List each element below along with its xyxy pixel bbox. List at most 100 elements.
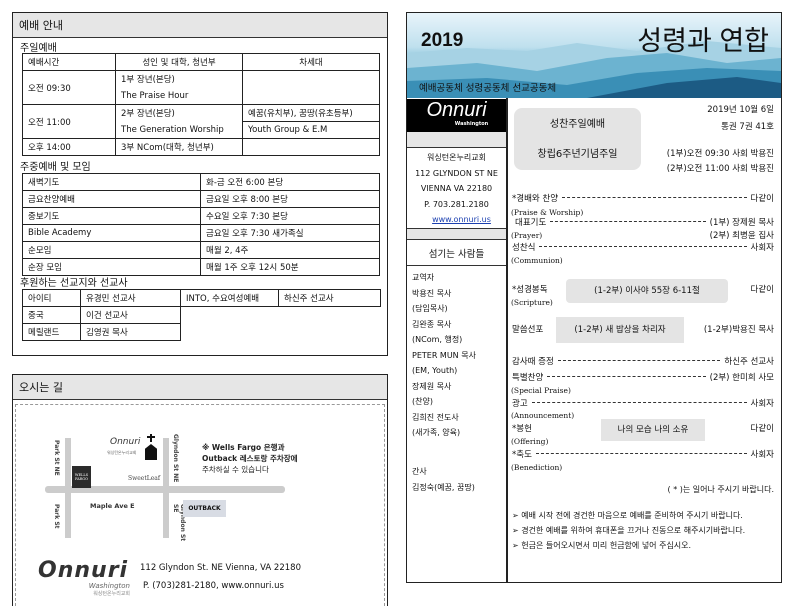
cell: 금요일 오후 8:00 본당 xyxy=(200,190,380,208)
cell: 중국 xyxy=(22,306,81,324)
logo-kr: 워싱턴온누리교회 xyxy=(93,591,130,597)
table-row: 오전 09:30 1부 장년(본당) xyxy=(22,70,380,105)
cell: 하신주 선교사 xyxy=(278,289,381,307)
logo-text: Onnuri xyxy=(426,99,487,121)
church-label-kr: 워싱턴온누리교회 xyxy=(107,450,137,455)
church-icon xyxy=(145,434,157,460)
cell: 아이티 xyxy=(22,289,81,307)
table-row: 메릴랜드 김영권 목사 xyxy=(22,323,381,341)
staff-item: 장제원 목사 xyxy=(412,381,452,391)
cell: 새벽기도 xyxy=(22,173,201,191)
table-row: 순장 모임 매월 1주 오후 12시 50분 xyxy=(22,258,380,276)
outback-logo: OUTBACK xyxy=(183,500,226,517)
parking-note: Outback 레스토랑 주차장에 xyxy=(202,454,298,463)
order-who: 다같이 xyxy=(750,285,774,295)
church-info: 워싱턴온누리교회 112 GLYNDON ST NE VIENNA VA 221… xyxy=(407,150,506,228)
website-link[interactable]: www.onnuri.us xyxy=(432,215,491,224)
order-who: 하신주 선교사 xyxy=(724,357,774,367)
order-label: 대표기도 xyxy=(515,218,547,228)
parking-note: ※ Wells Fargo 은행과 xyxy=(202,443,285,452)
order-worship: *경배와 찬양 다같이 xyxy=(512,192,774,204)
service-title: 성찬주일예배 xyxy=(549,119,606,130)
order-label: *봉헌 xyxy=(512,424,532,434)
table-row: The Generation Worship Youth Group & E.M xyxy=(23,121,380,139)
order-en: (Praise & Worship) xyxy=(511,208,584,217)
mountains-image xyxy=(407,41,781,98)
order-benediction: *축도 사회자 xyxy=(512,448,774,460)
order-en: (Scripture) xyxy=(511,298,553,307)
gray-strip xyxy=(407,228,506,240)
sunday-table: 예배시간 성인 및 대학, 청년부 차세대 오전 09:30 1부 장년(본당)… xyxy=(22,53,380,156)
staff-item: 김희진 전도사 xyxy=(412,412,459,422)
street-label: Park St NE xyxy=(53,440,60,476)
table-row: 중보기도 수요일 오후 7:30 본당 xyxy=(22,207,380,225)
street-label: Glyndon St NE xyxy=(172,434,179,483)
directions-header: 오시는 길 xyxy=(13,375,387,400)
order-label: 감사때 증정 xyxy=(512,357,554,367)
order-who: 사회자 xyxy=(750,243,774,253)
parking-note: 주차하실 수 있습니다 xyxy=(202,465,269,474)
order-prayer: 대표기도 (1부) 장제원 목사 xyxy=(512,216,774,228)
cell: 수요일 오후 7:30 본당 xyxy=(200,207,380,225)
worship-info-panel: 예배 안내 xyxy=(12,12,388,356)
bulletin-date: 2019년 10월 6일 xyxy=(707,105,774,115)
host-line: (2부)오전 11:00 사회 박용진 xyxy=(666,164,774,174)
cell-next xyxy=(242,70,380,105)
church-name: 워싱턴온누리교회 xyxy=(427,153,486,162)
order-communion: 성찬식 사회자 xyxy=(512,241,774,253)
onnuri-logo: Onnuri Washington xyxy=(407,99,506,132)
worship-info-header: 예배 안내 xyxy=(13,13,387,38)
cell-adult: The Praise Hour xyxy=(115,87,243,105)
cell: 매월 2, 4주 xyxy=(200,241,380,259)
church-street: 112 GLYNDON ST NE xyxy=(415,168,498,178)
logo-text: Onnuri xyxy=(38,558,129,583)
staff-title: 섬기는 사람들 xyxy=(407,240,506,266)
order-label: *경배와 찬양 xyxy=(512,194,559,204)
order-who: (2부) 한미희 사모 xyxy=(709,373,774,383)
th-time: 예배시간 xyxy=(22,53,116,71)
order-en: (Communion) xyxy=(511,256,563,265)
cell: 화-금 오전 6:00 본당 xyxy=(200,173,380,191)
table-row: 중국 이건 선교사 xyxy=(22,306,381,324)
cell: 이건 선교사 xyxy=(80,306,181,324)
map: Park St NE Park St Glyndon St NE Glyndon… xyxy=(45,420,355,545)
th-adult: 성인 및 대학, 청년부 xyxy=(115,53,243,71)
cell: 금요일 오후 7:30 새가족실 xyxy=(200,224,380,242)
order-label: *축도 xyxy=(512,450,532,460)
order-who: 사회자 xyxy=(750,399,774,409)
staff-item: (NCom, 행정) xyxy=(412,335,463,344)
cell-time: 오전 09:30 xyxy=(22,70,116,105)
weekday-table: 새벽기도 화-금 오전 6:00 본당 금요찬양예배 금요일 오후 8:00 본당 … xyxy=(22,173,380,276)
banner: 2019 성령과 연합 예배공동체 성령공동체 선교공동체 xyxy=(407,13,781,98)
service-subtitle: 창립6주년기념주일 xyxy=(537,149,618,160)
staff-item: 교역자 xyxy=(412,273,435,282)
staff-item: PETER MUN 목사 xyxy=(412,350,476,360)
street-label: Glyndon St SE xyxy=(172,504,186,542)
table-row: 새벽기도 화-금 오전 6:00 본당 xyxy=(22,173,380,191)
th-next: 차세대 xyxy=(242,53,380,71)
bulletin-volume: 통권 7권 41호 xyxy=(721,122,774,132)
footer-logo: Onnuri Washington 워싱턴온누리교회 xyxy=(38,558,130,598)
banner-title: 성령과 연합 xyxy=(637,26,769,56)
stand-note: ( * )는 일어나 주시기 바랍니다. xyxy=(667,485,774,494)
arrow-icon: ➢ xyxy=(512,541,522,550)
logo-sub: Washington xyxy=(454,121,489,127)
sweetleaf-logo: SweetLeaf xyxy=(128,475,161,482)
street-label: Maple Ave E xyxy=(90,502,135,510)
cell: 금요찬양예배 xyxy=(22,190,201,208)
cell: 순장 모임 xyxy=(22,258,201,276)
church-city: VIENNA VA 22180 xyxy=(420,184,493,193)
cell: 유경민 선교사 xyxy=(80,289,181,307)
cell-next xyxy=(242,138,380,156)
order-label: 광고 xyxy=(512,399,528,409)
footer-address: 112 Glyndon St. NE Vienna, VA 22180 xyxy=(140,563,301,573)
cell: INTO, 수요여성예배 xyxy=(180,289,279,307)
order-label: 성찬식 xyxy=(512,243,536,253)
staff-item: (찬양) xyxy=(412,397,433,406)
order-en: (Prayer) xyxy=(511,231,543,240)
table-row: 오전 11:00 2부 장년(본당) 예꿈(유치부), 꿈땅(유초등부) xyxy=(22,104,380,139)
bulletin-panel xyxy=(406,12,782,583)
staff-item: 간사 xyxy=(412,467,427,476)
church-phone: P. 703.281.2180 xyxy=(424,199,489,209)
secretary: 간사 김정숙(예꿈, 꿈땅) xyxy=(412,464,475,496)
